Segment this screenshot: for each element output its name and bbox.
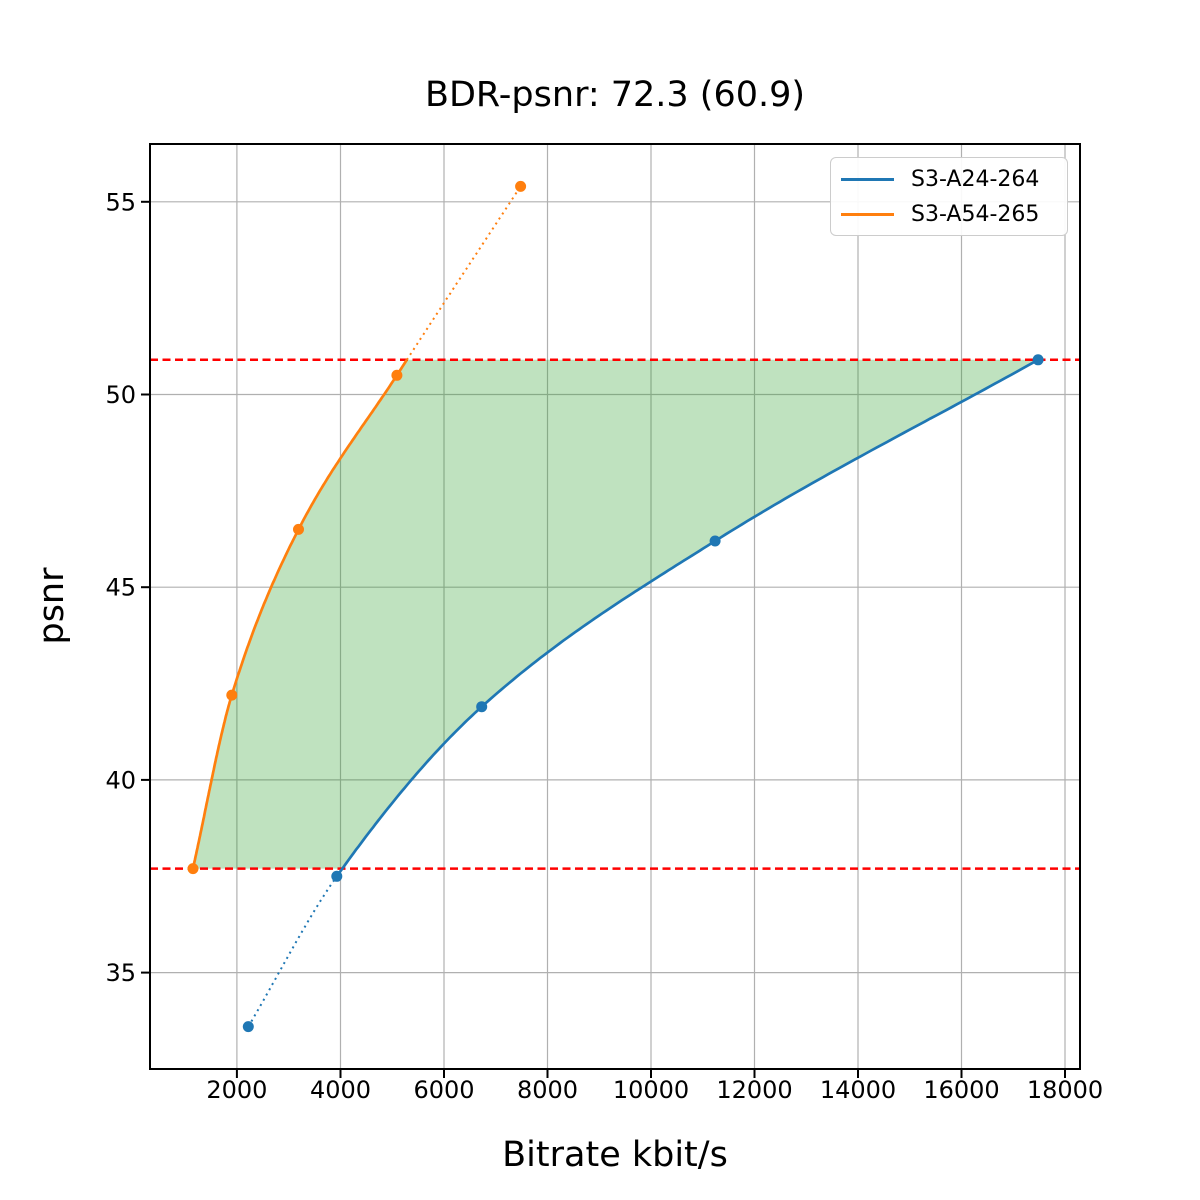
series-line-s3-a24-264 — [335, 358, 1039, 878]
data-point — [331, 870, 343, 882]
y-tick-label: 40 — [105, 766, 136, 794]
bd-overlap-area — [193, 359, 1039, 869]
x-tick-label: 2000 — [206, 1076, 267, 1104]
legend-item: S3-A54-265 — [831, 197, 1067, 232]
x-tick-label: 16000 — [923, 1076, 999, 1104]
chart-title: BDR-psnr: 72.3 (60.9) — [424, 75, 806, 115]
x-tick-label: 4000 — [310, 1076, 371, 1104]
x-tick-label: 10000 — [613, 1076, 689, 1104]
data-point — [242, 1021, 254, 1033]
data-point — [226, 689, 238, 701]
data-point — [476, 701, 488, 713]
legend: S3-A24-264 S3-A54-265 — [830, 157, 1068, 236]
y-tick-label: 35 — [105, 959, 136, 987]
y-tick-label: 45 — [105, 574, 136, 602]
x-tick-label: 14000 — [820, 1076, 896, 1104]
series-line-dotted-s3-a54-265 — [406, 185, 522, 361]
x-axis-label: Bitrate kbit/s — [502, 1135, 728, 1175]
y-tick-label: 55 — [105, 188, 136, 216]
data-point — [391, 369, 403, 381]
data-point — [187, 863, 199, 875]
y-tick-label: 50 — [105, 381, 136, 409]
data-point — [293, 523, 304, 535]
y-axis-label: psnr — [32, 567, 72, 645]
data-point — [515, 180, 527, 192]
series-line-dotted-s3-a24-264 — [247, 875, 338, 1028]
data-point — [1032, 354, 1044, 366]
x-tick-label: 12000 — [716, 1076, 792, 1104]
legend-line-swatch-orange — [841, 212, 894, 216]
x-tick-label: 18000 — [1027, 1076, 1103, 1104]
data-point — [709, 535, 721, 547]
series-line-s3-a54-265 — [191, 359, 408, 869]
plot-border — [149, 143, 1081, 1070]
x-tick-label: 8000 — [517, 1076, 578, 1104]
legend-item: S3-A24-264 — [831, 162, 1067, 197]
x-tick-label: 6000 — [413, 1076, 474, 1104]
legend-line-swatch-blue — [841, 177, 894, 181]
legend-label: S3-A54-265 — [911, 201, 1040, 227]
legend-label: S3-A24-264 — [911, 166, 1040, 192]
